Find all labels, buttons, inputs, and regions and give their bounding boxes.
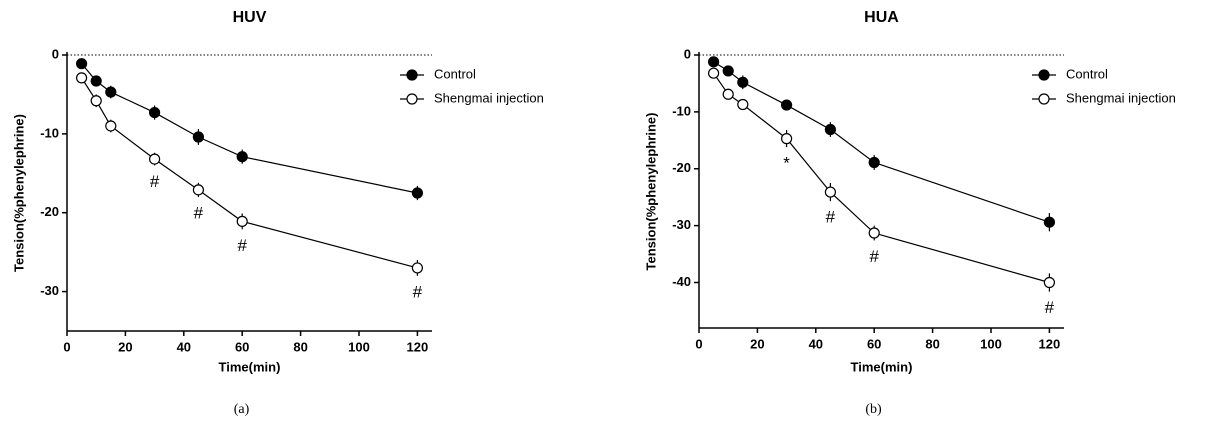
series-line [81,77,418,269]
data-point [192,184,204,196]
x-tick-label: 20 [750,336,764,351]
y-tick-label: -30 [672,217,691,232]
data-point [149,153,161,165]
y-tick-label: -40 [672,274,691,289]
legend-label: Shengmai injection [434,90,544,105]
legend-marker [1038,69,1050,81]
significance-mark: # [869,247,879,266]
x-tick-label: 20 [118,339,132,354]
data-point [149,106,161,119]
data-point [1043,276,1056,289]
significance-mark: # [413,282,423,301]
legend-label: Shengmai injection [1066,90,1176,105]
legend-label: Control [1066,66,1108,81]
y-tick-label: -10 [672,103,691,118]
y-tick-label: 0 [684,46,691,61]
x-tick-label: 40 [809,336,823,351]
significance-mark: # [194,203,204,222]
x-tick-label: 120 [407,339,429,354]
data-point [780,99,793,111]
x-tick-label: 80 [925,336,939,351]
data-point [707,67,720,79]
y-tick-label: -30 [40,283,59,298]
x-tick-label: 0 [695,336,702,351]
data-point [737,98,749,111]
x-tick-label: 60 [235,339,249,354]
x-axis-label: Time(min) [219,359,281,374]
y-tick-label: -10 [40,125,59,140]
data-point [105,120,117,132]
data-point [824,186,837,198]
data-point [236,215,248,227]
legend-marker [406,93,418,105]
significance-mark: # [826,208,836,227]
x-tick-label: 100 [348,339,370,354]
x-tick-label: 40 [177,339,191,354]
data-point [75,58,88,70]
chart-title: HUV [233,9,267,26]
data-point [868,156,880,169]
caption: (b) [865,402,882,417]
data-point [868,227,880,239]
data-point [105,86,117,98]
data-point [780,133,793,145]
data-point [90,75,102,87]
x-tick-label: 120 [1039,336,1061,351]
y-tick-label: -20 [672,160,691,175]
series-line [81,63,418,194]
data-point [411,187,423,199]
x-tick-label: 100 [980,336,1002,351]
x-axis-label: Time(min) [851,359,913,374]
data-point [737,76,749,88]
legend-marker [406,69,418,81]
data-point [707,56,720,68]
data-point [75,72,88,84]
series-line [713,72,1050,284]
data-point [824,123,837,136]
data-point [90,95,102,107]
caption: (a) [234,402,250,417]
data-point [1043,216,1056,228]
legend-label: Control [434,66,476,81]
significance-mark: # [150,172,160,191]
x-tick-label: 60 [867,336,881,351]
significance-mark: * [783,154,790,173]
data-point [236,151,248,163]
legend-marker [1038,93,1050,105]
data-point [192,131,204,143]
y-axis-label: Tension(%phenylephrine) [643,113,658,271]
chart-title: HUA [864,9,899,26]
data-point [722,88,734,100]
data-point [722,65,734,77]
y-tick-label: -20 [40,204,59,219]
significance-mark: # [237,236,247,255]
significance-mark: # [1045,298,1055,317]
series-line [713,61,1050,223]
y-tick-label: 0 [52,46,59,61]
x-tick-label: 0 [63,339,70,354]
x-tick-label: 80 [293,339,307,354]
y-axis-label: Tension(%phenylephrine) [11,114,26,272]
data-point [411,262,423,274]
